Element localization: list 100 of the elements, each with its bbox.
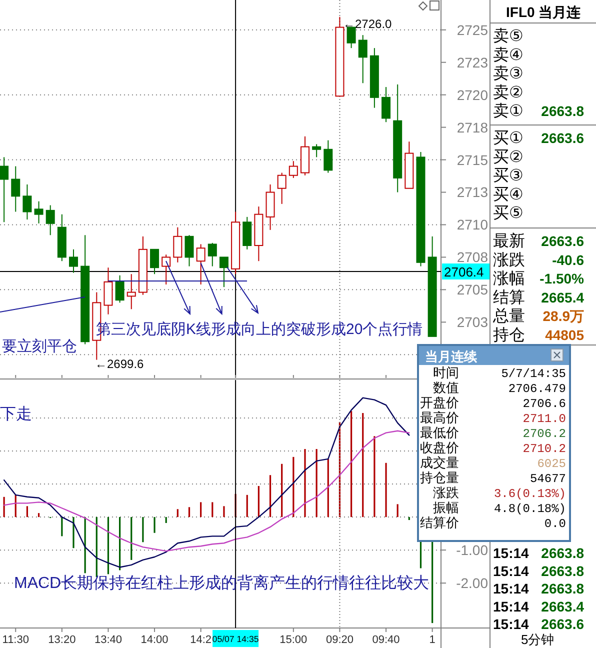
y-tick-label: 2710 [456, 216, 488, 233]
candlestick [196, 244, 206, 285]
category-label: 振幅 [433, 500, 459, 515]
y-tick-label: 2713 [456, 184, 488, 200]
candlestick [219, 256, 228, 288]
candlestick [104, 267, 113, 315]
text: 2663.8 [541, 562, 584, 579]
text: 2663.6 [541, 616, 584, 632]
x-tick-label: 1 [429, 634, 436, 646]
category-label: 持仓 [493, 326, 525, 344]
y-tick-label: 2705 [456, 282, 488, 298]
text: 2710.2 [522, 442, 566, 456]
y-tick-label: 2723 [456, 54, 488, 70]
candlestick [358, 34, 368, 84]
y-tick-label: 2708 [456, 249, 488, 266]
candlestick [184, 234, 194, 267]
text: 2706.2 [522, 427, 566, 441]
text: 0.0 [544, 517, 566, 531]
category-label: 卖③ [493, 64, 524, 83]
category-label: 结算价 [420, 515, 459, 530]
candlestick [173, 226, 182, 263]
category-label: 结算 [493, 288, 525, 306]
candlestick [150, 248, 160, 275]
category-label: 数值 [433, 380, 459, 395]
category-label: 买⑤ [493, 205, 524, 222]
category-label: 15:14 [493, 580, 530, 597]
x-tick-label: 14:2 [190, 634, 212, 646]
candlestick [0, 156, 9, 223]
annotation: 要立刻平仓 [2, 338, 77, 355]
category-label: 买④ [493, 186, 524, 204]
category-label: 15:14 [493, 598, 530, 614]
category-label: 涨跌 [433, 485, 459, 500]
text: 2663.8 [541, 545, 584, 561]
text: IFL0 当月连 [506, 4, 582, 20]
category-label: 最低价 [420, 425, 459, 440]
candlestick [242, 216, 252, 250]
annotation: ←2726.0 [343, 17, 392, 31]
annotation: 下走 [0, 405, 32, 423]
text: 5分钟 [521, 632, 554, 647]
candlestick [382, 86, 391, 123]
text: 2663.8 [541, 103, 584, 120]
x-tick-label: 13:40 [94, 634, 122, 646]
text: 44805 [545, 327, 584, 343]
text: 6025 [537, 457, 566, 471]
y-tick-label: -2.00 [456, 575, 488, 592]
candlestick [288, 160, 298, 178]
category-label: 最新 [493, 232, 525, 250]
category-label: 持仓量 [420, 470, 459, 485]
text: 2665.4 [541, 289, 584, 306]
category-label: 15:14 [493, 545, 530, 561]
category-label: 开盘价 [420, 395, 459, 410]
line-series [3, 430, 410, 552]
candlestick [22, 184, 32, 220]
text: 54677 [530, 472, 566, 486]
text: 2706.479 [508, 382, 566, 396]
category-label: 涨幅 [493, 270, 525, 288]
text: -40.6 [552, 252, 584, 268]
y-tick-label: 2718 [456, 119, 488, 136]
category-label: 卖⑤ [493, 27, 524, 45]
y-tick-label: 2725 [456, 22, 488, 38]
category-label: 15:14 [493, 616, 530, 632]
candlestick [126, 274, 136, 310]
category-label: 卖① [493, 102, 524, 120]
text: 当月连续 [425, 349, 478, 364]
text: 4.8(0.18%) [494, 502, 566, 516]
text: 2663.4 [541, 598, 584, 614]
text: 2663.6 [541, 233, 584, 249]
x-tick-label: 11:30 [2, 634, 29, 646]
candlestick [312, 144, 322, 158]
category-label: 15:14 [493, 562, 530, 579]
category-label: 时间 [433, 365, 459, 380]
category-label: 最高价 [420, 410, 459, 425]
category-label: 总量 [492, 307, 525, 326]
category-label: 卖④ [493, 46, 524, 64]
text: 28.9万 [542, 308, 584, 324]
text: 2706.6 [522, 397, 566, 411]
candlestick [115, 274, 124, 304]
x-tick-label: 05/07 14:35 [212, 634, 259, 644]
x-tick-label: 09:40 [372, 634, 400, 646]
annotation: ←2699.6 [95, 357, 144, 371]
text: 2663.6 [541, 130, 584, 146]
x-tick-label: 09:20 [326, 634, 354, 646]
text: 5/7/14:35 [501, 367, 566, 381]
candlestick [324, 140, 333, 174]
y-tick-label: 2720 [456, 86, 488, 103]
category-label: 买① [493, 130, 524, 147]
text: -1.50% [540, 270, 584, 287]
text: 3.6(0.13%) [494, 487, 566, 501]
category-label: 收盘价 [420, 440, 459, 455]
x-tick-label: 15:00 [280, 634, 308, 646]
candlestick [208, 242, 217, 267]
candlestick [162, 254, 171, 285]
candlestick [277, 172, 286, 204]
candlestick [34, 200, 44, 224]
candlestick [11, 166, 20, 212]
category-label: 涨跌 [493, 250, 525, 269]
x-tick-label: 14:00 [140, 634, 168, 646]
text: 2711.0 [522, 412, 566, 426]
text: 2663.8 [541, 580, 584, 597]
category-label: 成交量 [420, 455, 459, 470]
